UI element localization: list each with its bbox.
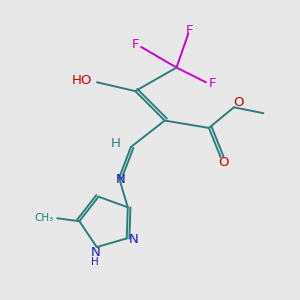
Text: O: O [233, 96, 244, 109]
Text: CH₃: CH₃ [34, 213, 54, 223]
Text: F: F [209, 77, 216, 90]
Text: HO: HO [72, 74, 92, 87]
Text: F: F [186, 24, 194, 37]
Text: N: N [128, 233, 138, 246]
Text: H: H [111, 137, 121, 150]
Text: N: N [116, 173, 125, 186]
Text: F: F [132, 38, 140, 51]
Text: O: O [218, 156, 229, 169]
Text: H: H [92, 257, 99, 267]
Text: N: N [90, 246, 100, 260]
